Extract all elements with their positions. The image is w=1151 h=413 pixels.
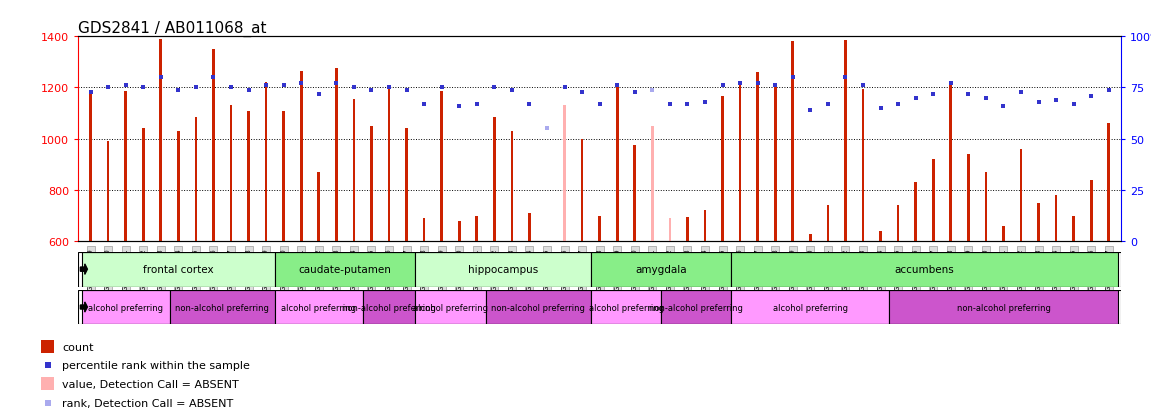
Bar (756, 73, 759, 242)
Bar (731, 290, 890, 324)
Bar (890, 290, 1118, 324)
Bar (275, 252, 416, 287)
Text: rank, Detection Call = ABSENT: rank, Detection Call = ABSENT (62, 398, 234, 408)
Bar (265, 83, 267, 242)
Bar (546, 242, 548, 285)
Bar (41, 340, 54, 354)
Bar (581, 140, 584, 242)
Bar (458, 221, 460, 242)
Bar (441, 92, 443, 242)
Bar (352, 100, 356, 242)
Bar (405, 129, 407, 242)
Bar (563, 106, 566, 242)
Bar (1054, 196, 1058, 242)
Bar (844, 41, 847, 242)
Bar (703, 211, 707, 242)
Bar (422, 218, 426, 242)
Bar (160, 40, 162, 242)
Bar (914, 183, 917, 242)
Bar (416, 290, 486, 324)
Text: amygdala: amygdala (635, 264, 687, 275)
Text: non-alcohol preferring: non-alcohol preferring (491, 303, 585, 312)
Text: value, Detection Call = ABSENT: value, Detection Call = ABSENT (62, 379, 239, 389)
Text: non-alcohol preferring: non-alcohol preferring (342, 303, 436, 312)
Bar (661, 290, 731, 324)
Bar (416, 252, 590, 287)
Bar (335, 69, 337, 242)
Text: non-alcohol preferring: non-alcohol preferring (956, 303, 1051, 312)
Bar (826, 206, 829, 242)
Text: alcohol preferring: alcohol preferring (772, 303, 848, 312)
Bar (388, 90, 390, 242)
Bar (792, 42, 794, 242)
Bar (950, 82, 952, 242)
Bar (669, 218, 671, 242)
Text: GDS2841 / AB011068_at: GDS2841 / AB011068_at (78, 21, 267, 37)
FancyArrow shape (81, 264, 87, 275)
Text: non-alcohol preferring: non-alcohol preferring (175, 303, 269, 312)
Bar (363, 290, 416, 324)
Bar (1003, 226, 1005, 242)
Text: frontal cortex: frontal cortex (143, 264, 214, 275)
Text: count: count (62, 342, 93, 352)
Bar (282, 111, 285, 242)
Text: accumbens: accumbens (894, 264, 954, 275)
Text: alcohol preferring: alcohol preferring (89, 303, 163, 312)
Bar (1073, 216, 1075, 242)
Bar (722, 97, 724, 242)
Bar (1090, 180, 1092, 242)
Bar (511, 132, 513, 242)
Bar (177, 132, 180, 242)
Text: caudate-putamen: caudate-putamen (298, 264, 391, 275)
Bar (82, 252, 275, 287)
Bar (897, 206, 899, 242)
Bar (1037, 203, 1039, 242)
Bar (247, 111, 250, 242)
Bar (475, 216, 478, 242)
Bar (616, 84, 618, 242)
Bar (195, 118, 197, 242)
Bar (590, 252, 731, 287)
Bar (599, 216, 601, 242)
Text: alcohol preferring: alcohol preferring (588, 303, 663, 312)
Bar (809, 234, 811, 242)
Bar (739, 84, 741, 242)
Bar (1107, 124, 1110, 242)
Text: alcohol preferring: alcohol preferring (281, 303, 357, 312)
Bar (932, 160, 935, 242)
Bar (651, 127, 654, 242)
Text: alcohol preferring: alcohol preferring (413, 303, 488, 312)
Bar (862, 90, 864, 242)
Bar (124, 92, 127, 242)
Bar (686, 217, 688, 242)
Bar (212, 50, 215, 242)
Bar (41, 377, 54, 390)
Bar (230, 106, 233, 242)
Bar (1020, 150, 1022, 242)
Bar (169, 290, 275, 324)
Text: hippocampus: hippocampus (468, 264, 539, 275)
Bar (528, 214, 531, 242)
Bar (967, 155, 969, 242)
FancyArrow shape (81, 302, 87, 312)
Bar (275, 290, 363, 324)
Bar (590, 290, 661, 324)
Bar (493, 118, 496, 242)
Bar (82, 290, 169, 324)
Bar (633, 146, 637, 242)
Bar (731, 252, 1118, 287)
Bar (142, 129, 145, 242)
Bar (107, 142, 109, 242)
Bar (300, 72, 303, 242)
Text: non-alcohol preferring: non-alcohol preferring (649, 303, 744, 312)
Bar (984, 173, 988, 242)
Bar (90, 92, 92, 242)
Bar (879, 231, 882, 242)
Bar (371, 127, 373, 242)
Bar (486, 290, 590, 324)
Bar (318, 173, 320, 242)
Text: percentile rank within the sample: percentile rank within the sample (62, 361, 250, 370)
Bar (773, 84, 777, 242)
